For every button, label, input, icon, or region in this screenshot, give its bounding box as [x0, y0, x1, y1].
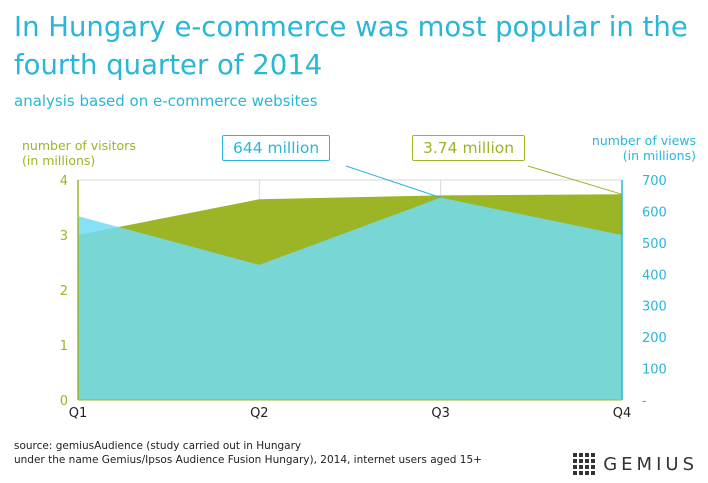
- chart-subtitle: analysis based on e-commerce websites: [14, 92, 318, 110]
- views-callout: 644 million: [222, 135, 331, 161]
- right-axis-title: number of views (in millions): [592, 133, 696, 163]
- right-tick-label: 300: [642, 300, 667, 315]
- right-tick-label: 400: [642, 268, 667, 283]
- left-tick-label: 3: [60, 229, 68, 244]
- right-tick-label: 700: [642, 174, 667, 189]
- chart-title: In Hungary e-commerce was most popular i…: [14, 11, 688, 81]
- views-area: [78, 197, 622, 400]
- visitors-callout-leader: [527, 165, 623, 195]
- left-tick-label: 1: [60, 339, 68, 354]
- right-tick-label: 500: [642, 237, 667, 252]
- right-axis-title-line2: (in millions): [622, 148, 696, 163]
- x-tick-label: Q3: [431, 406, 450, 421]
- source-note: source: gemiusAudience (study carried ou…: [14, 439, 482, 467]
- left-tick-label: 2: [60, 284, 68, 299]
- right-tick-label: 200: [642, 331, 667, 346]
- right-tick-label: 100: [642, 363, 667, 378]
- logo-text: GEMIUS: [603, 453, 698, 475]
- left-axis-title-line2: (in millions): [22, 153, 96, 168]
- views-callout-leader: [345, 165, 441, 199]
- visitors-callout: 3.74 million: [412, 135, 526, 161]
- logo-dots-icon: [573, 453, 596, 475]
- left-tick-label: 0: [60, 394, 68, 409]
- left-axis-title: number of visitors (in millions): [22, 138, 136, 168]
- x-tick-label: Q2: [250, 406, 269, 421]
- gemius-logo: GEMIUS: [573, 453, 698, 475]
- left-tick-label: 4: [60, 174, 68, 189]
- source-line-1: source: gemiusAudience (study carried ou…: [14, 440, 302, 452]
- right-tick-label: 600: [642, 205, 667, 220]
- x-tick-label: Q1: [69, 406, 88, 421]
- left-axis-title-line1: number of visitors: [22, 138, 136, 153]
- right-tick-label: -: [642, 394, 647, 409]
- right-axis-title-line1: number of views: [591, 133, 696, 148]
- source-line-2: under the name Gemius/Ipsos Audience Fus…: [14, 454, 482, 466]
- x-tick-label: Q4: [613, 406, 632, 421]
